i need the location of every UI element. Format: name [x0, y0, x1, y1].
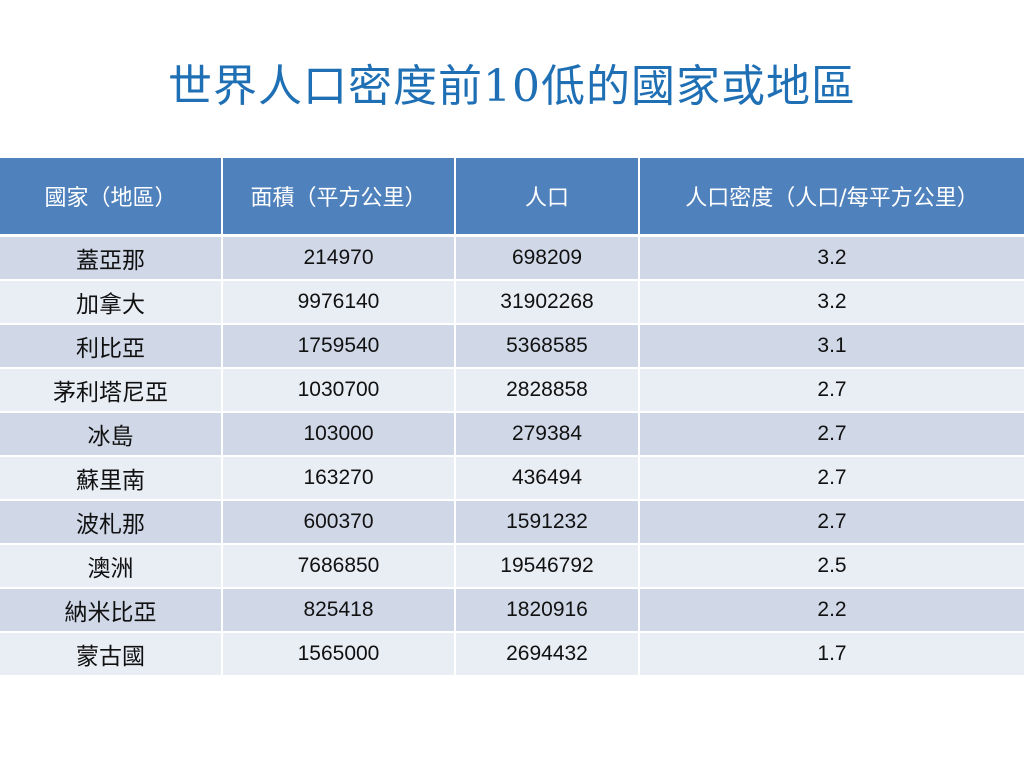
cell-area: 103000 — [223, 413, 456, 457]
cell-country: 蘇里南 — [0, 457, 223, 501]
cell-density: 3.2 — [640, 281, 1024, 325]
cell-population: 2694432 — [456, 633, 640, 677]
cell-country: 蒙古國 — [0, 633, 223, 677]
cell-country: 利比亞 — [0, 325, 223, 369]
header-country: 國家（地區） — [0, 158, 223, 237]
cell-density: 1.7 — [640, 633, 1024, 677]
cell-area: 600370 — [223, 501, 456, 545]
cell-density: 2.2 — [640, 589, 1024, 633]
cell-country: 蓋亞那 — [0, 237, 223, 281]
table-row: 利比亞 1759540 5368585 3.1 — [0, 325, 1024, 369]
population-density-table: 國家（地區） 面積（平方公里） 人口 人口密度（人口/每平方公里） 蓋亞那 21… — [0, 158, 1024, 677]
table-row: 蒙古國 1565000 2694432 1.7 — [0, 633, 1024, 677]
header-population: 人口 — [456, 158, 640, 237]
cell-country: 波札那 — [0, 501, 223, 545]
slide-title: 世界人口密度前10低的國家或地區 — [168, 61, 856, 112]
cell-area: 7686850 — [223, 545, 456, 589]
table-row: 蘇里南 163270 436494 2.7 — [0, 457, 1024, 501]
cell-density: 2.7 — [640, 457, 1024, 501]
cell-area: 1565000 — [223, 633, 456, 677]
cell-country: 納米比亞 — [0, 589, 223, 633]
cell-area: 1759540 — [223, 325, 456, 369]
cell-density: 2.5 — [640, 545, 1024, 589]
cell-density: 3.1 — [640, 325, 1024, 369]
cell-country: 澳洲 — [0, 545, 223, 589]
table-row: 蓋亞那 214970 698209 3.2 — [0, 237, 1024, 281]
cell-country: 冰島 — [0, 413, 223, 457]
table-row: 澳洲 7686850 19546792 2.5 — [0, 545, 1024, 589]
cell-density: 3.2 — [640, 237, 1024, 281]
cell-population: 2828858 — [456, 369, 640, 413]
table-row: 波札那 600370 1591232 2.7 — [0, 501, 1024, 545]
cell-area: 825418 — [223, 589, 456, 633]
cell-density: 2.7 — [640, 413, 1024, 457]
cell-country: 加拿大 — [0, 281, 223, 325]
cell-density: 2.7 — [640, 501, 1024, 545]
header-area: 面積（平方公里） — [223, 158, 456, 237]
table-row: 茅利塔尼亞 1030700 2828858 2.7 — [0, 369, 1024, 413]
cell-area: 214970 — [223, 237, 456, 281]
cell-country: 茅利塔尼亞 — [0, 369, 223, 413]
cell-population: 1591232 — [456, 501, 640, 545]
cell-population: 19546792 — [456, 545, 640, 589]
cell-population: 5368585 — [456, 325, 640, 369]
table-row: 冰島 103000 279384 2.7 — [0, 413, 1024, 457]
header-density: 人口密度（人口/每平方公里） — [640, 158, 1024, 237]
cell-population: 279384 — [456, 413, 640, 457]
cell-area: 1030700 — [223, 369, 456, 413]
table-row: 納米比亞 825418 1820916 2.2 — [0, 589, 1024, 633]
cell-population: 698209 — [456, 237, 640, 281]
cell-population: 436494 — [456, 457, 640, 501]
table-header-row: 國家（地區） 面積（平方公里） 人口 人口密度（人口/每平方公里） — [0, 158, 1024, 237]
cell-population: 1820916 — [456, 589, 640, 633]
cell-area: 163270 — [223, 457, 456, 501]
cell-population: 31902268 — [456, 281, 640, 325]
cell-density: 2.7 — [640, 369, 1024, 413]
table-row: 加拿大 9976140 31902268 3.2 — [0, 281, 1024, 325]
cell-area: 9976140 — [223, 281, 456, 325]
